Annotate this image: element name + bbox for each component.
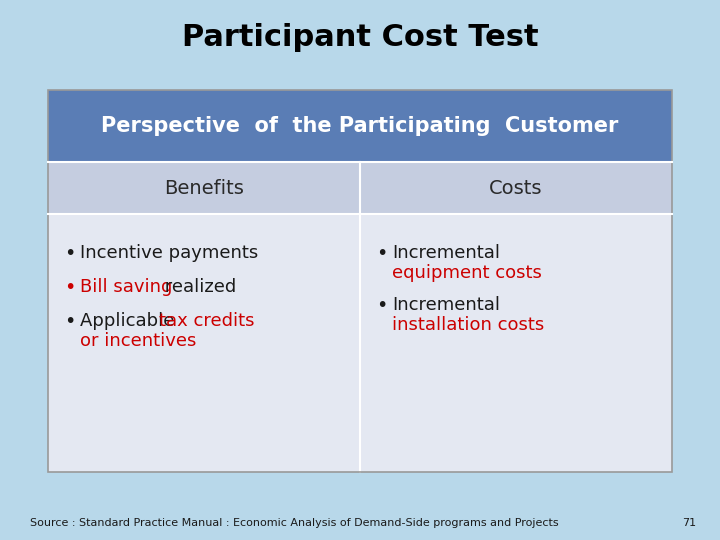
Text: Incentive payments: Incentive payments (80, 244, 258, 262)
Text: •: • (64, 312, 76, 331)
Text: Source : Standard Practice Manual : Economic Analysis of Demand-Side programs an: Source : Standard Practice Manual : Econ… (30, 518, 559, 528)
Text: •: • (376, 244, 387, 263)
Text: Costs: Costs (490, 179, 543, 198)
Text: or incentives: or incentives (80, 332, 197, 350)
Text: Applicable: Applicable (80, 312, 180, 330)
Text: Perspective  of  the Participating  Customer: Perspective of the Participating Custome… (102, 116, 618, 136)
Text: equipment costs: equipment costs (392, 264, 542, 282)
FancyBboxPatch shape (48, 214, 672, 472)
Text: •: • (64, 278, 76, 297)
FancyBboxPatch shape (48, 90, 672, 162)
Text: •: • (64, 244, 76, 263)
FancyBboxPatch shape (48, 162, 672, 214)
Text: Benefits: Benefits (164, 179, 244, 198)
Text: installation costs: installation costs (392, 316, 544, 334)
Text: tax credits: tax credits (159, 312, 255, 330)
Text: •: • (376, 296, 387, 315)
Text: Participant Cost Test: Participant Cost Test (181, 24, 539, 52)
Text: 71: 71 (682, 518, 696, 528)
Text: Incremental: Incremental (392, 244, 500, 262)
Text: realized: realized (159, 278, 236, 296)
Text: Bill saving: Bill saving (80, 278, 172, 296)
Text: Incremental: Incremental (392, 296, 500, 314)
